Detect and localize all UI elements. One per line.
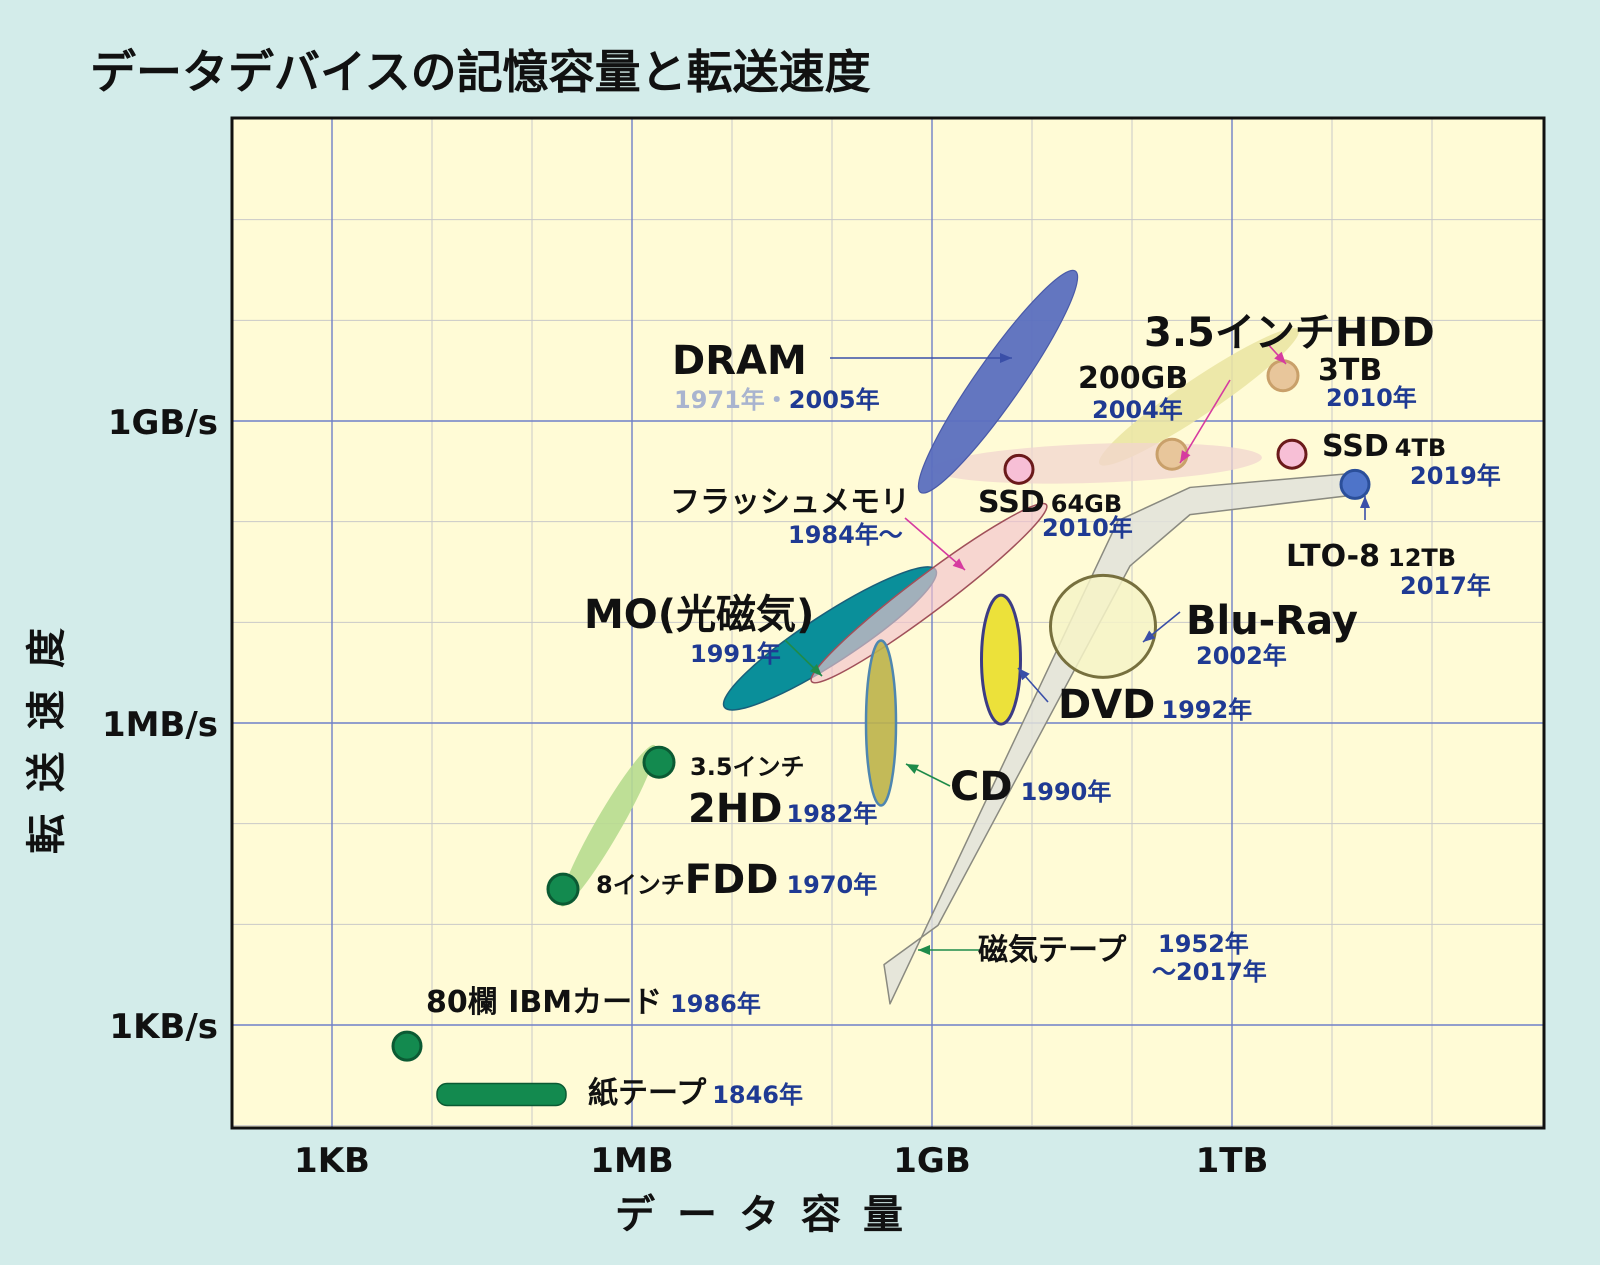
dram-year-old: 1971年・ — [674, 386, 789, 414]
cd-label: CD 1990年 — [950, 764, 1111, 810]
hdd-200gb-arrow-head — [1180, 450, 1191, 463]
hdd-3tb-name: 3TB — [1318, 353, 1382, 388]
fdd-8-label: 8インチFDD 1970年 — [596, 857, 877, 903]
chart-title: データデバイスの記憶容量と転送速度 — [90, 45, 871, 99]
magnetic-tape-region — [883, 471, 1368, 1005]
flash-name: フラッシュメモリ — [670, 485, 910, 520]
floppy-band — [560, 744, 656, 907]
hd-35-year: 1982年 — [787, 800, 878, 828]
mo-arrow-head — [809, 664, 822, 676]
ibm-card-year: 1986年 — [670, 990, 761, 1018]
dvd-ellipse — [980, 593, 1022, 726]
paper-tape-year: 1846年 — [712, 1081, 803, 1109]
dvd-year: 1992年 — [1161, 696, 1252, 724]
hd-35-point — [642, 745, 676, 779]
bluray-name: Blu-Ray — [1186, 598, 1358, 644]
x-tick-label: 1TB — [1196, 1141, 1269, 1181]
cd-arrow-head — [906, 764, 919, 774]
hd-35-name: 2HD — [688, 786, 783, 832]
fdd-8-year: 1970年 — [786, 871, 877, 899]
ssd-64gb-point — [1003, 453, 1035, 485]
fdd-8-point — [546, 872, 580, 906]
ssd-64gb-year: 2010年 — [1042, 514, 1133, 542]
y-axis-label: 転送速度 — [24, 606, 70, 854]
bluray-year: 2002年 — [1196, 642, 1287, 670]
ssd-64gb-label: SSD 64GB — [978, 485, 1122, 520]
lto-arrow-head — [1360, 496, 1370, 508]
plot-frame — [230, 116, 1546, 1130]
tape-arrow-head — [918, 945, 930, 955]
paper-tape-name: 紙テープ — [588, 1076, 707, 1111]
dvd-arrow-head — [1018, 668, 1030, 681]
hd-35-label: 2HD 1982年 — [688, 786, 877, 832]
ibm-card-name: 80欄 IBMカード — [426, 985, 662, 1020]
x-tick-label: 1GB — [893, 1141, 970, 1181]
x-tick-label: 1MB — [590, 1141, 673, 1181]
flash-arrow — [904, 517, 966, 571]
axes: 1KB 1MB 1GB 1TB 1KB/s 1MB/s 1GB/s — [102, 116, 1546, 1181]
ibm-card-label: 80欄 IBMカード 1986年 — [426, 985, 761, 1020]
paper-tape-label: 紙テープ 1846年 — [588, 1076, 803, 1111]
lto-8-name: LTO-8 — [1286, 539, 1380, 574]
hd-35-prefix: 3.5インチ — [690, 753, 805, 781]
flash-arrow-head — [952, 558, 965, 570]
dvd-name: DVD — [1058, 682, 1155, 728]
ssd-4tb-year: 2019年 — [1410, 462, 1501, 490]
hdd-3tb-point — [1266, 359, 1300, 393]
x-tick-label: 1KB — [294, 1141, 370, 1181]
cd-year: 1990年 — [1021, 778, 1112, 806]
y-tick-label: 1GB/s — [108, 403, 218, 443]
bluray-arrow-head — [1143, 630, 1156, 642]
cd-ellipse — [864, 639, 898, 807]
ssd-64gb-capacity: 64GB — [1051, 490, 1122, 518]
tape-year: 1952年 — [1158, 930, 1249, 958]
ssd-4tb-point — [1276, 438, 1308, 470]
mo-year: 1991年 — [690, 640, 781, 668]
lto-8-label: LTO-8 12TB — [1286, 539, 1456, 574]
dram-ellipse — [917, 269, 1079, 494]
hdd-3tb-arrow-head — [1274, 351, 1286, 364]
mo-name: MO(光磁気) — [584, 592, 814, 638]
paper-tape-bar — [436, 1082, 567, 1107]
lto-8-point — [1339, 468, 1371, 500]
ssd-64gb-name: SSD — [978, 485, 1045, 520]
flash-ellipse — [810, 502, 1048, 684]
bluray-ellipse — [1049, 573, 1157, 679]
x-axis-label: データ容量 — [615, 1192, 925, 1238]
flash-year: 1984年〜 — [788, 521, 903, 549]
ssd-4tb-name: SSD — [1322, 429, 1389, 464]
hdd-200gb-arrow — [1179, 379, 1231, 464]
ibm-card-point — [391, 1030, 423, 1062]
cd-name: CD — [950, 764, 1013, 810]
dram-name: DRAM — [672, 338, 807, 384]
dram-year-label: 1971年・2005年 — [674, 386, 880, 414]
fdd-8-name: FDD — [685, 857, 779, 903]
ssd-4tb-label: SSD 4TB — [1322, 429, 1446, 464]
hdd-200gb-year: 2004年 — [1092, 396, 1183, 424]
hdd-35-name: 3.5インチHDD — [1144, 310, 1435, 356]
ssd-4tb-capacity: 4TB — [1395, 434, 1446, 462]
tape-name: 磁気テープ — [978, 933, 1127, 968]
dram-arrow-head — [1000, 353, 1012, 363]
dram-year: 2005年 — [789, 386, 880, 414]
fdd-8-prefix: 8インチ — [596, 871, 685, 899]
hdd-band — [1099, 328, 1299, 466]
dvd-label: DVD 1992年 — [1058, 682, 1252, 728]
tape-year2: 〜2017年 — [1152, 958, 1267, 986]
y-tick-label: 1KB/s — [109, 1007, 218, 1047]
y-tick-label: 1MB/s — [102, 705, 218, 745]
lto-8-capacity: 12TB — [1388, 544, 1456, 572]
hdd-3tb-year: 2010年 — [1326, 384, 1417, 412]
hdd-200gb-name: 200GB — [1078, 361, 1188, 396]
lto-8-year: 2017年 — [1400, 572, 1491, 600]
